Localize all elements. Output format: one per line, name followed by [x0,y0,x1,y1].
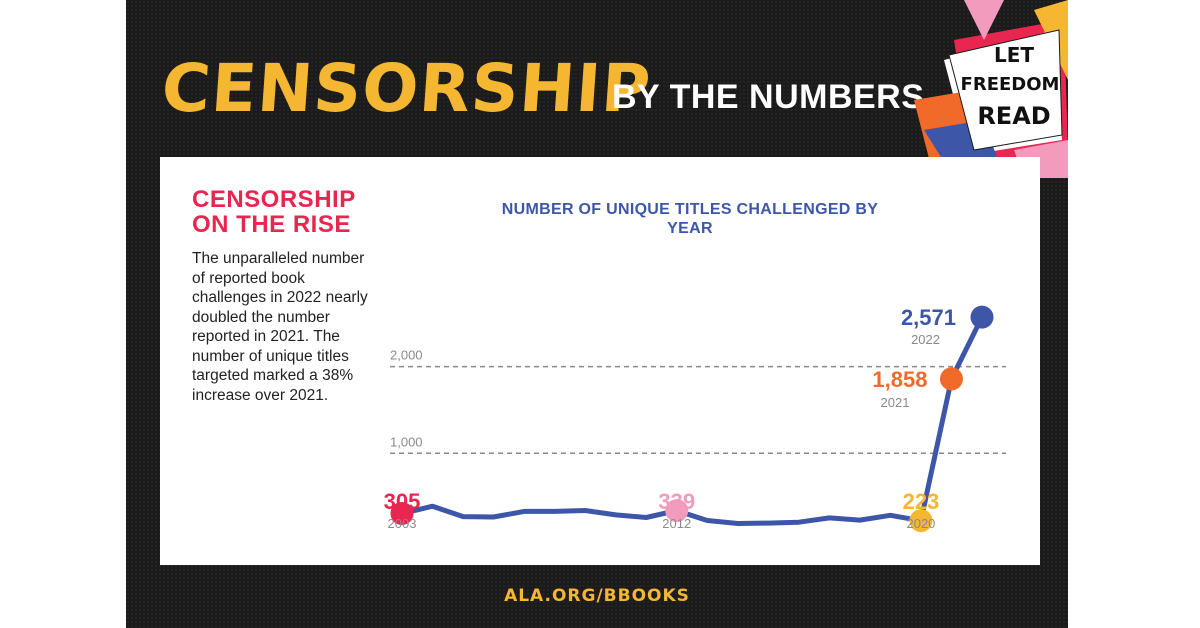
value-label-2012: 339 [658,489,695,514]
point-2003 [390,502,414,526]
headline-censorship: CENSORSHIP [159,50,654,127]
value-label-2003: 305 [384,489,421,514]
let-freedom-read-logo: LET FREEDOM READ [914,0,1068,178]
chart-card: CENSORSHIP ON THE RISE The unparalleled … [160,157,1040,565]
chart-title: NUMBER OF UNIQUE TITLES CHALLENGED BY YE… [501,201,879,237]
sidebar-body: The unparalleled number of reported book… [192,250,368,404]
infographic: CENSORSHIP BY THE NUMBERS LET FREEDOM RE… [126,0,1068,628]
point-2022 [970,305,994,329]
sidebar-heading-line2: ON THE RISE [192,211,351,238]
year-label-2003: 2003 [388,516,417,531]
gridline-label-1000: 1,000 [390,434,423,449]
point-2021 [939,367,963,391]
logo-text-freedom: FREEDOM [961,74,1060,95]
year-label-2022: 2022 [911,332,940,347]
point-2020 [909,509,933,533]
point-2012 [665,499,689,523]
headline-subtitle: BY THE NUMBERS [612,78,925,116]
value-label-2022: 2,571 [901,305,956,330]
line-chart: 1,000 2,000 305 2003 339 2012 223 2020 1,858 2021… [384,305,1006,533]
value-label-2021: 1,858 [872,367,927,392]
footer-url[interactable]: ALA.ORG/BBOOKS [504,586,690,606]
sidebar-heading: CENSORSHIP ON THE RISE [192,187,356,237]
value-label-2020: 223 [903,489,940,514]
year-label-2021: 2021 [881,395,910,410]
sidebar-heading-line1: CENSORSHIP [192,186,356,213]
series-line [399,314,985,526]
logo-text-let: LET [994,43,1034,67]
logo-text-read: READ [977,102,1050,130]
year-label-2012: 2012 [662,516,691,531]
year-label-2020: 2020 [906,516,935,531]
gridline-label-2000: 2,000 [390,348,423,363]
